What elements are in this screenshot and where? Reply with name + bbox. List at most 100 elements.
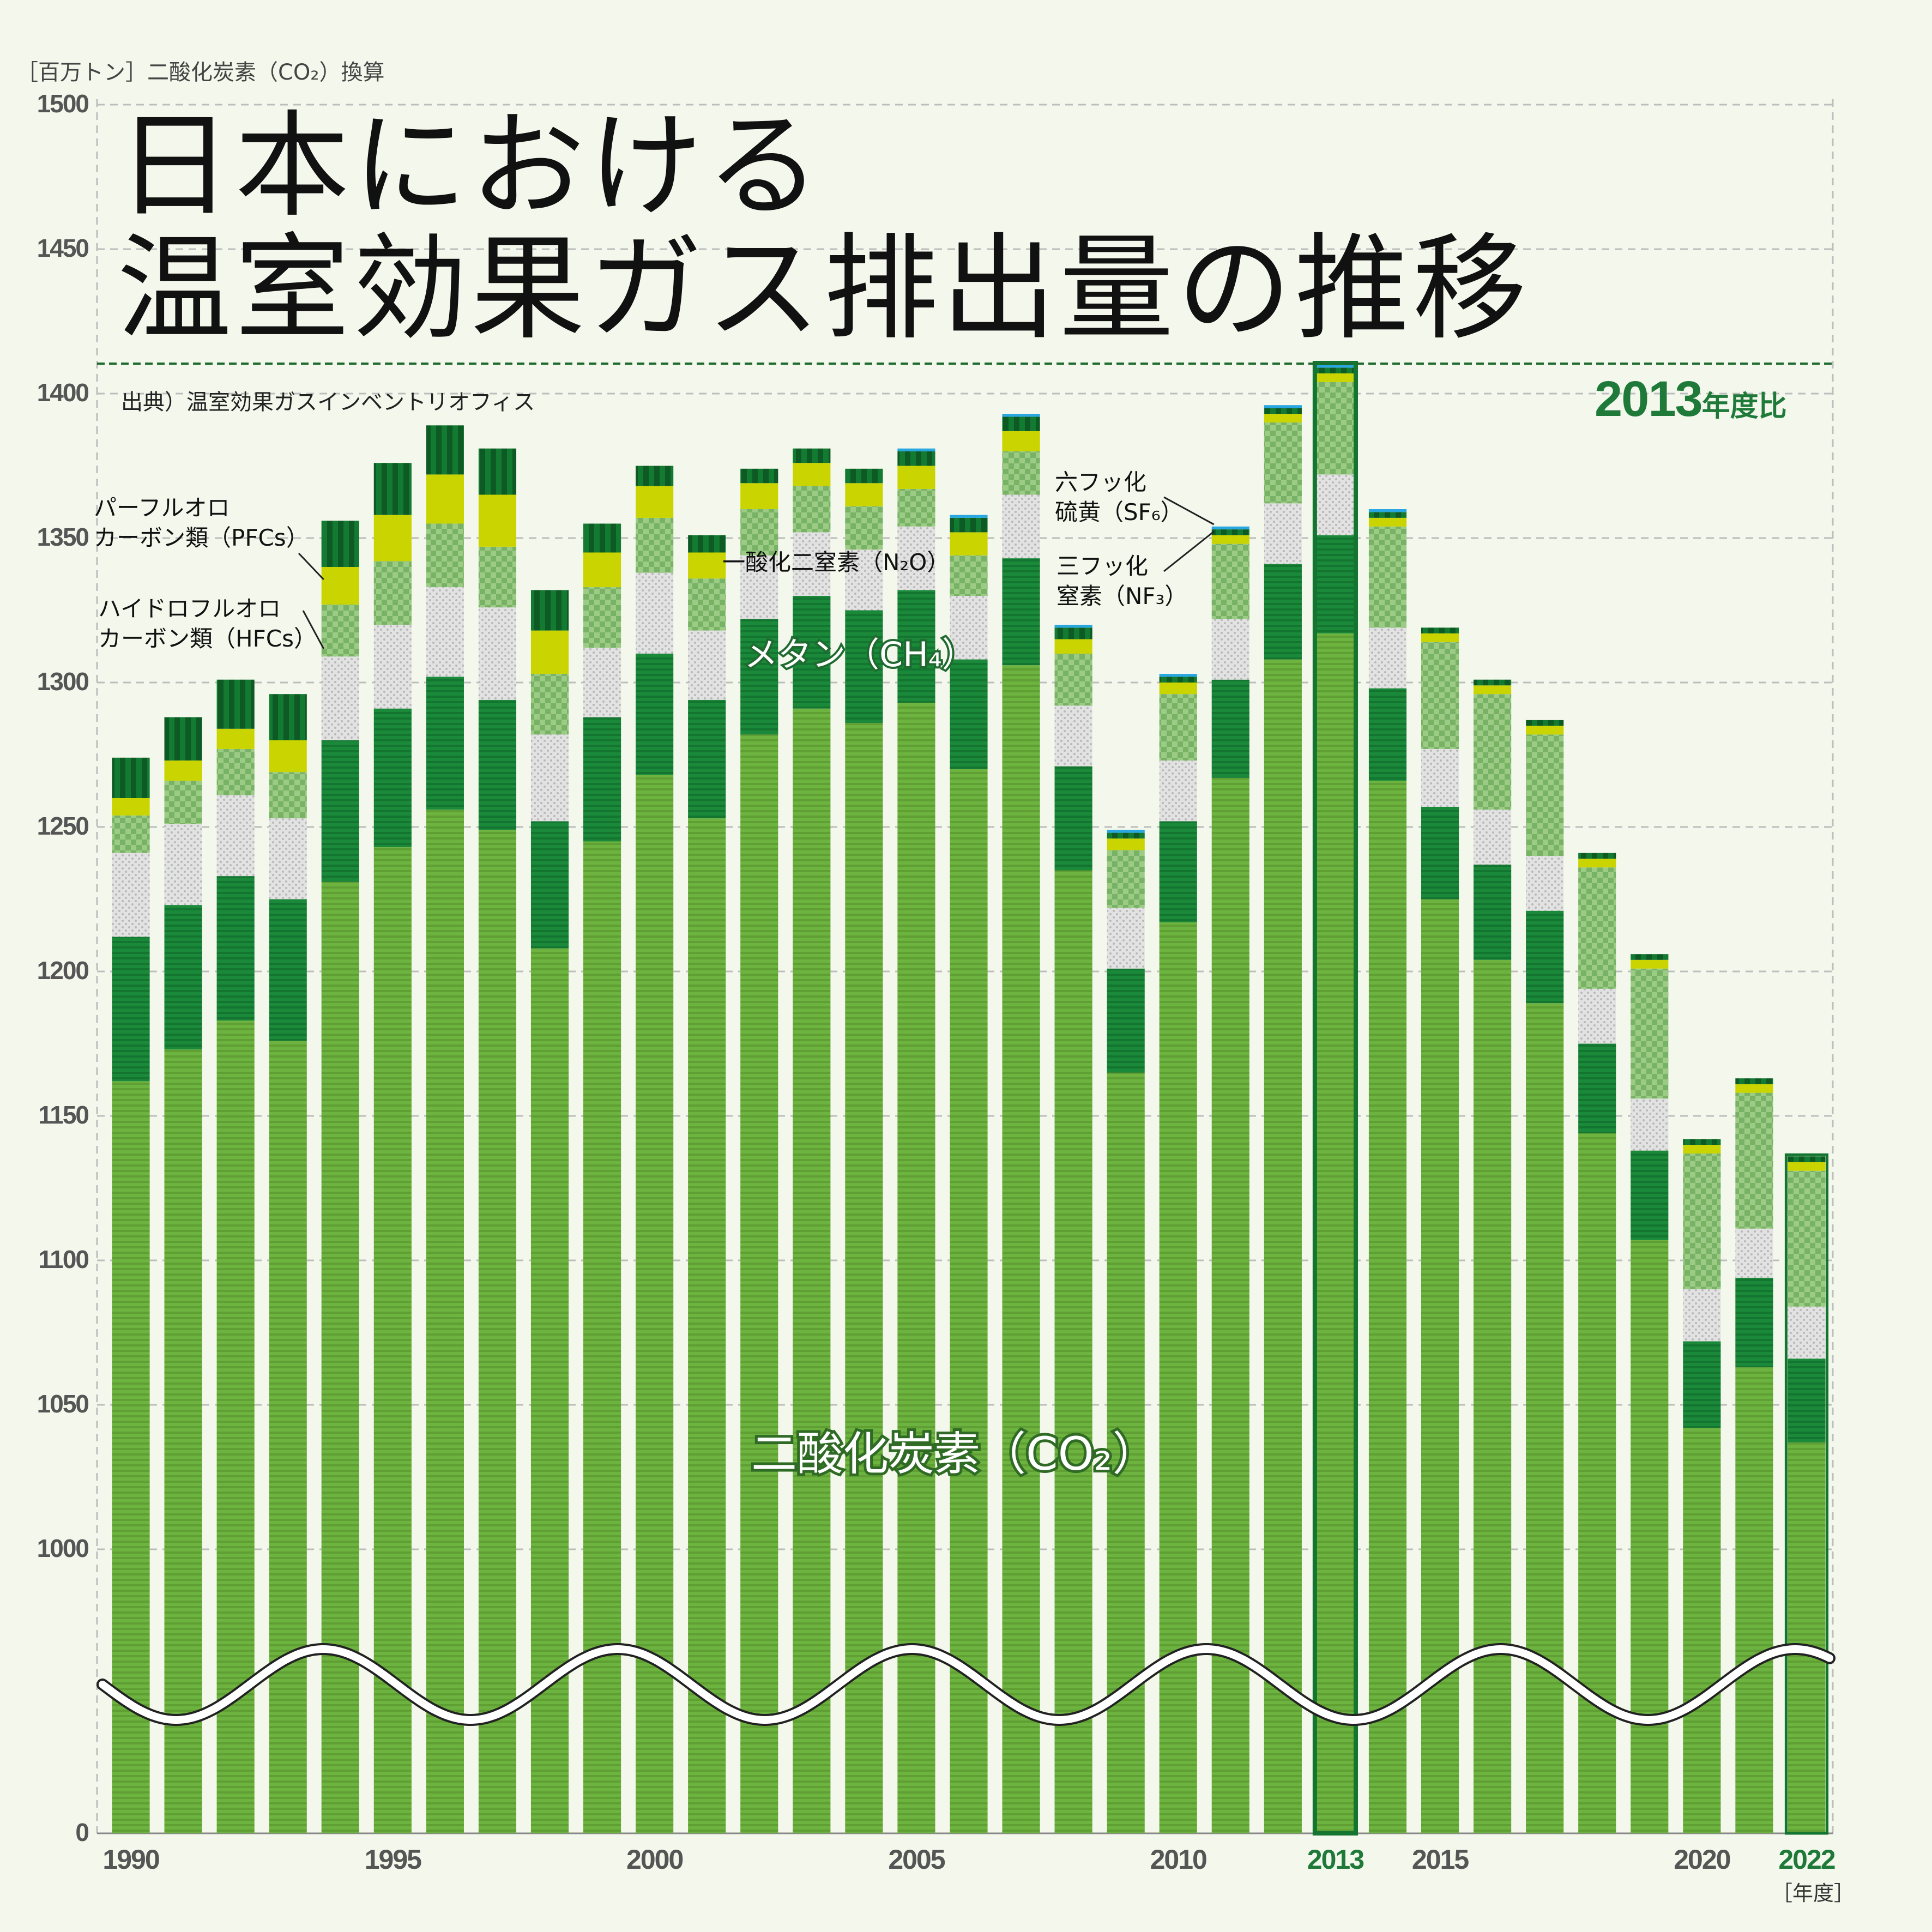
bar-1991	[164, 717, 202, 1833]
bar-2000	[636, 466, 674, 1833]
x-tick-label: 1995	[365, 1844, 421, 1875]
bar-segment	[1735, 1277, 1773, 1368]
bar-2020	[1683, 1139, 1721, 1833]
bar-segment	[321, 656, 359, 740]
bar-segment	[1368, 517, 1407, 527]
bar-segment	[373, 561, 412, 625]
bar-segment	[1683, 1145, 1721, 1154]
y-tick-label: 1100	[38, 1245, 88, 1273]
bar-1998	[530, 590, 569, 1833]
bar-segment	[950, 659, 988, 769]
bar-segment	[1054, 705, 1092, 766]
bar-2021	[1735, 1078, 1773, 1833]
bar-segment	[1211, 526, 1249, 530]
x-tick-label: 2010	[1150, 1844, 1206, 1875]
y-tick-label: 1150	[38, 1101, 88, 1129]
bar-1993	[269, 694, 307, 1833]
bar-segment	[426, 587, 464, 677]
bar-segment	[740, 468, 778, 484]
y-axis-unit-label: ［百万トン］二酸化炭素（CO₂）換算	[16, 60, 385, 85]
bar-2007	[1002, 414, 1040, 1833]
bar-segment	[1211, 777, 1249, 1833]
bar-1999	[583, 523, 621, 1833]
bar-segment	[1054, 639, 1092, 654]
bar-segment	[478, 699, 517, 830]
bar-1996	[426, 425, 464, 1833]
bar-2010	[1159, 674, 1197, 1833]
bar-segment	[897, 451, 935, 466]
bar-segment	[688, 535, 726, 553]
bar-segment	[1578, 867, 1616, 989]
bar-segment	[1159, 674, 1197, 677]
bar-segment	[1631, 1098, 1669, 1151]
bar-segment	[1316, 382, 1355, 475]
bar-segment	[1054, 766, 1092, 871]
bar-segment	[1054, 625, 1092, 628]
bar-segment	[583, 717, 621, 842]
bar-segment	[426, 474, 464, 524]
bar-segment	[1316, 373, 1355, 382]
bar-segment	[950, 515, 988, 518]
bar-segment	[793, 708, 831, 1833]
bar-segment	[897, 488, 935, 527]
bar-segment	[164, 781, 202, 824]
bar-2001	[688, 535, 726, 1833]
y-tick-label: 1300	[37, 667, 89, 696]
reference-label-suffix: 年度比	[1701, 390, 1787, 423]
bar-segment	[426, 810, 464, 1833]
x-tick-label: 2022	[1778, 1844, 1834, 1875]
bar-segment	[1631, 959, 1669, 969]
bar-segment	[1054, 654, 1092, 706]
bar-segment	[1002, 665, 1040, 1833]
bar-segment	[164, 1049, 202, 1833]
bar-segment	[845, 550, 883, 611]
bar-segment	[321, 521, 359, 567]
bar-1990	[112, 757, 150, 1833]
bar-segment	[1788, 1442, 1826, 1833]
annotation-pfcs: パーフルオロ カーボン類（PFCs）	[94, 493, 309, 553]
bar-segment	[164, 760, 202, 781]
bar-segment	[530, 674, 569, 735]
bar-segment	[636, 654, 674, 775]
leader-nf3	[1163, 530, 1215, 572]
bar-segment	[688, 699, 726, 819]
bar-segment	[1211, 544, 1249, 619]
y-tick-label: 1250	[37, 812, 89, 840]
bar-segment	[1211, 679, 1249, 778]
bar-segment	[1421, 627, 1459, 633]
bar-segment	[1735, 1078, 1773, 1084]
bar-segment	[688, 630, 726, 700]
bar-segment	[1159, 683, 1197, 695]
bar-segment	[845, 723, 883, 1833]
bar-segment	[1474, 685, 1512, 695]
bar-segment	[1578, 1133, 1616, 1833]
x-tick-label: 2015	[1412, 1844, 1469, 1875]
chart-title-line1: 日本における	[117, 99, 824, 233]
bar-segment	[1735, 1084, 1773, 1093]
y-tick-label: 1050	[37, 1390, 89, 1418]
annotation-sf6-line1: 六フッ化	[1055, 469, 1147, 496]
bar-segment	[1002, 451, 1040, 495]
x-tick-label: 2000	[626, 1844, 683, 1875]
chart-title-line2: 温室効果ガス排出量の推移	[117, 222, 1531, 355]
bar-segment	[1107, 850, 1145, 908]
bar-segment	[1107, 832, 1145, 839]
bar-segment	[1264, 414, 1302, 422]
bar-segment	[1159, 694, 1197, 761]
bar-segment	[1631, 1150, 1669, 1240]
annotation-hfcs: ハイドロフルオロ カーボン類（HFCs）	[98, 594, 317, 654]
bar-segment	[793, 532, 831, 596]
wave-band	[99, 1645, 1833, 1724]
bar-segment	[1474, 679, 1512, 686]
annotation-hfcs-line1: ハイドロフルオロ	[98, 595, 281, 622]
bar-2015	[1421, 627, 1459, 1833]
bar-segment	[112, 1081, 150, 1833]
bar-segment	[1683, 1428, 1721, 1833]
bar-segment	[897, 448, 935, 451]
bar-1997	[478, 448, 517, 1833]
bar-segment	[112, 798, 150, 816]
bar-highlight	[1784, 1153, 1829, 1835]
bar-segment	[897, 703, 935, 1833]
bar-segment	[321, 604, 359, 657]
bar-segment	[112, 815, 150, 853]
